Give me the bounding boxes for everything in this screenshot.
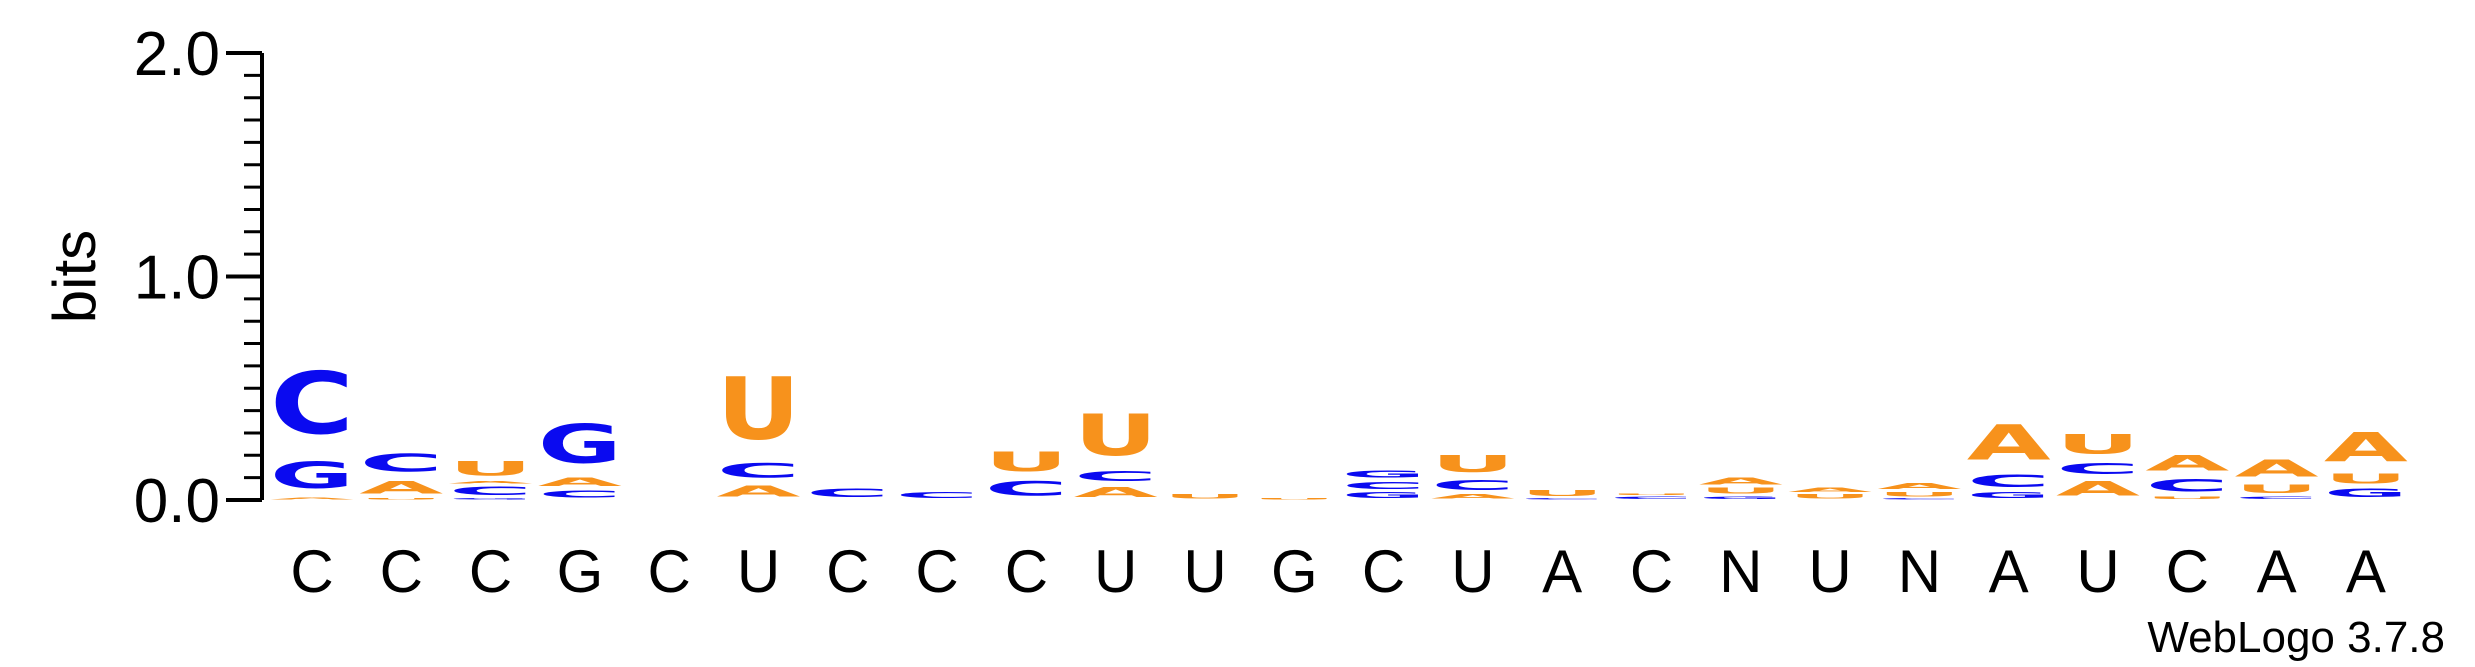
logo-letter-a: A xyxy=(1431,493,1516,500)
x-tick-label: G xyxy=(557,538,604,605)
logo-letter-c: C xyxy=(1342,480,1426,491)
logo-letter-c: C xyxy=(806,487,890,500)
logo-letter-c: C xyxy=(270,354,354,454)
logo-letter-u: U xyxy=(1163,493,1247,500)
y-axis-label: bits xyxy=(41,230,108,323)
logo-letter-g: G xyxy=(449,498,533,500)
x-tick-label: G xyxy=(1271,538,1318,605)
x-tick-label: N xyxy=(1898,538,1941,605)
x-tick-label: C xyxy=(2166,538,2209,605)
logo-letter-u: U xyxy=(1431,451,1515,478)
logo-letter-c: C xyxy=(359,449,443,478)
logo-letter-c: C xyxy=(2145,476,2229,496)
x-tick-label: C xyxy=(826,538,869,605)
logo-letter-c: C xyxy=(716,460,800,482)
x-tick-label: A xyxy=(2257,538,2297,605)
x-tick-label: U xyxy=(1094,538,1137,605)
logo-letter-c: C xyxy=(1431,478,1515,494)
x-tick-label: C xyxy=(1630,538,1673,605)
x-tick-label: C xyxy=(915,538,958,605)
x-tick-label: U xyxy=(1451,538,1494,605)
logo-letter-c: C xyxy=(538,489,622,500)
logo-letter-c: C xyxy=(2235,496,2319,500)
logo-letter-a: A xyxy=(538,476,622,489)
logo-letter-u: U xyxy=(1610,493,1694,495)
x-tick-label: C xyxy=(648,538,691,605)
logo-letter-a: A xyxy=(359,478,443,498)
logo-letter-c: C xyxy=(1877,498,1961,500)
logo-letter-a: A xyxy=(2324,425,2408,472)
logo-letter-c: C xyxy=(895,491,979,500)
logo-letter-a: A xyxy=(717,482,801,500)
logo-letter-a: A xyxy=(270,497,355,500)
x-tick-label: A xyxy=(1542,538,1582,605)
logo-letter-u: U xyxy=(717,361,801,460)
y-tick-label: 2.0 xyxy=(134,20,220,89)
y-tick-label: 1.0 xyxy=(134,244,220,313)
logo-letter-a: A xyxy=(1788,487,1873,494)
x-tick-label: C xyxy=(1362,538,1405,605)
logo-letter-g: G xyxy=(1342,469,1426,480)
logo-letter-u: U xyxy=(2145,496,2229,500)
logo-letter-c: C xyxy=(2056,460,2140,478)
x-tick-label: C xyxy=(380,538,423,605)
logo-letter-u: U xyxy=(359,498,443,500)
logo-letter-g: G xyxy=(538,413,622,475)
logo-letter-u: U xyxy=(1252,498,1336,500)
x-tick-label: U xyxy=(2076,538,2119,605)
logo-letter-u: U xyxy=(984,446,1068,477)
logo-letter-c: C xyxy=(1520,498,1604,500)
x-tick-label: U xyxy=(1808,538,1851,605)
logo-letter-a: A xyxy=(2235,456,2319,483)
logo-letter-a: A xyxy=(1877,482,1962,491)
logo-letter-c: C xyxy=(984,478,1068,500)
y-tick-label: 0.0 xyxy=(134,467,220,536)
logo-letter-a: A xyxy=(2056,478,2140,500)
logo-letter-a: A xyxy=(449,480,534,484)
logo-letter-u: U xyxy=(1520,489,1604,498)
logo-letter-u: U xyxy=(1699,487,1783,496)
x-tick-label: C xyxy=(469,538,512,605)
logo-letter-g: G xyxy=(1342,491,1426,500)
logo-letter-g: G xyxy=(1967,491,2051,500)
logo-letter-g: G xyxy=(270,455,354,497)
x-tick-label: U xyxy=(1183,538,1226,605)
logo-letter-u: U xyxy=(1788,493,1872,500)
logo-letter-u: U xyxy=(2056,429,2140,460)
x-tick-label: A xyxy=(1989,538,2029,605)
x-tick-label: U xyxy=(737,538,780,605)
x-tick-label: N xyxy=(1719,538,1762,605)
logo-letter-u: U xyxy=(2235,482,2319,495)
logo-letter-u: U xyxy=(1877,491,1961,498)
logo-letter-c: C xyxy=(449,485,533,498)
logo-letter-a: A xyxy=(2145,451,2230,475)
logo-letter-u: U xyxy=(2324,471,2408,486)
y-ticks: 0.0 1.0 2.0 xyxy=(134,20,262,536)
logo-letter-a: A xyxy=(1699,475,1784,486)
logo-letter-g: G xyxy=(2324,487,2408,500)
logo-letter-c: C xyxy=(1074,469,1158,485)
logo-letter-c: C xyxy=(1967,471,2051,491)
logo-letter-c: C xyxy=(1609,496,1693,500)
x-tick-label: C xyxy=(290,538,333,605)
weblogo-credit: WebLogo 3.7.8 xyxy=(2147,613,2445,662)
logo-letter-g: G xyxy=(1699,496,1783,500)
logo-letter-u: U xyxy=(1074,402,1158,469)
logo-letter-a: A xyxy=(1967,415,2051,471)
logo-letter-a: A xyxy=(1074,485,1158,501)
x-tick-label: C xyxy=(1005,538,1048,605)
x-tick-label: A xyxy=(2346,538,2386,605)
logo-letter-u: U xyxy=(449,458,533,480)
